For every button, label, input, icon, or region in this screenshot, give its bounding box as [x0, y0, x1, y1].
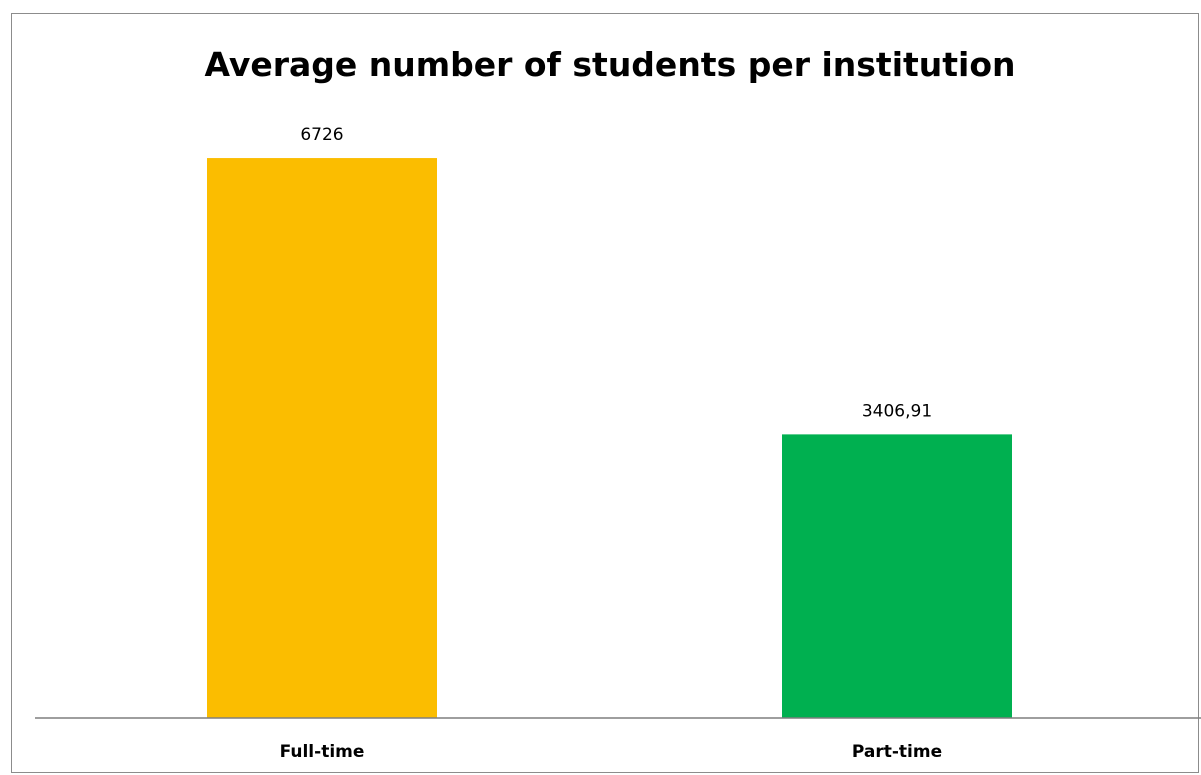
x-tick-label-part-time: Part-time: [852, 742, 942, 762]
bars-layer: [207, 158, 1012, 719]
chart-title: Average number of students per instituti…: [204, 45, 1015, 84]
data-label-part-time: 3406,91: [862, 401, 932, 421]
x-tick-label-full-time: Full-time: [280, 742, 365, 762]
bar-part-time: [782, 434, 1012, 718]
bar-full-time: [207, 158, 437, 719]
labels-layer: 6726 Full-time 3406,91 Part-time: [280, 125, 943, 762]
data-label-full-time: 6726: [300, 125, 343, 145]
